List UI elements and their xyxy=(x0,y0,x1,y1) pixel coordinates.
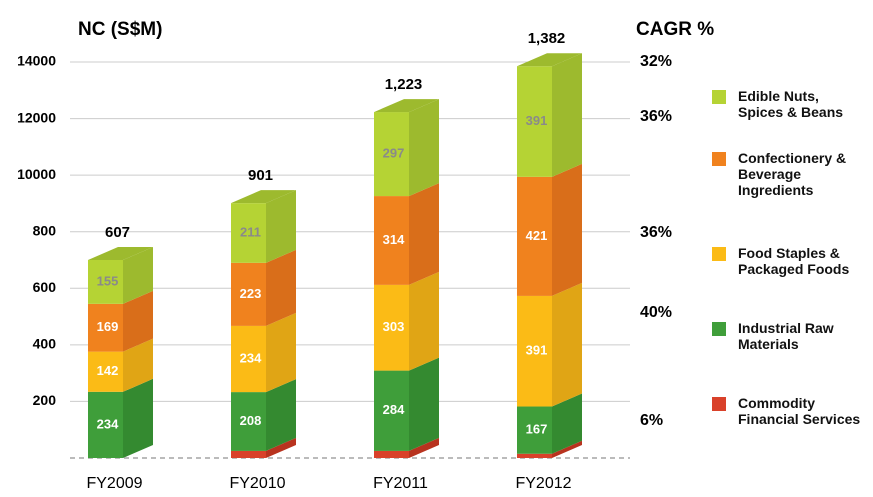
bar-segment xyxy=(374,284,409,371)
y-tick-label: 12000 xyxy=(17,109,56,125)
value-label: 167 xyxy=(526,422,548,437)
bar-segment xyxy=(374,112,409,197)
legend-swatch xyxy=(712,152,726,166)
value-label: 391 xyxy=(526,343,548,358)
y-axis-title: NC (S$M) xyxy=(78,19,162,40)
y-tick-label: 800 xyxy=(33,222,57,238)
bar-segment xyxy=(517,176,552,296)
bar-segment xyxy=(88,391,123,458)
bar-segment xyxy=(231,325,266,393)
bar-top xyxy=(231,190,296,204)
value-label: 208 xyxy=(240,413,262,428)
bar-segment xyxy=(88,303,123,352)
value-label: 155 xyxy=(97,273,119,288)
y-tick-label: 200 xyxy=(33,392,57,408)
bar-top xyxy=(374,99,439,113)
bar-segment-side xyxy=(266,190,296,263)
legend-swatch xyxy=(712,322,726,336)
bar-segment-side xyxy=(409,437,439,458)
x-tick-label: FY2012 xyxy=(515,475,571,492)
bar-segment xyxy=(374,196,409,285)
cagr-label: 36% xyxy=(640,108,672,125)
bar-segment-side xyxy=(266,437,296,458)
total-label: 1,382 xyxy=(528,30,566,47)
value-label: 211 xyxy=(240,224,261,239)
value-label: 391 xyxy=(526,113,548,128)
total-label: 607 xyxy=(105,224,130,241)
bar-segment xyxy=(517,295,552,407)
bar-top xyxy=(88,247,153,260)
bar-segment xyxy=(517,406,552,454)
bar-segment xyxy=(88,260,123,304)
bar-segment xyxy=(517,66,552,177)
bar-segment-side xyxy=(266,379,296,451)
legend-label: Edible Nuts, Spices & Beans xyxy=(738,88,844,120)
bar-segment-side xyxy=(409,271,439,371)
y-tick-label: 400 xyxy=(33,336,57,352)
bar-segment-side xyxy=(123,338,153,392)
bar-segment-side xyxy=(409,183,439,285)
value-label: 421 xyxy=(526,228,548,243)
value-label: 297 xyxy=(383,146,405,161)
bar-top xyxy=(517,53,582,67)
bar-segment xyxy=(517,453,552,458)
bar-segment-side xyxy=(552,53,582,177)
y2-axis-title: CAGR % xyxy=(636,19,714,40)
bar-segment xyxy=(88,351,123,392)
cagr-label: 32% xyxy=(640,53,672,70)
bar-segment-side xyxy=(123,290,153,352)
legend-swatch xyxy=(712,397,726,411)
bar-segment xyxy=(231,262,266,326)
legend-swatch xyxy=(712,247,726,261)
bar-segment-side xyxy=(409,99,439,197)
cagr-label: 6% xyxy=(640,412,663,429)
x-tick-label: FY2011 xyxy=(373,475,428,492)
total-label: 1,223 xyxy=(385,76,423,93)
legend-label: Industrial Raw Materials xyxy=(738,320,834,352)
cagr-label: 36% xyxy=(640,224,672,241)
bar-segment xyxy=(374,450,409,458)
legend-swatch xyxy=(712,90,726,104)
bar-segment xyxy=(231,392,266,451)
bar-segment-side xyxy=(552,393,582,454)
y-tick-label: 14000 xyxy=(17,53,56,69)
value-label: 234 xyxy=(240,350,262,365)
total-label: 901 xyxy=(248,167,273,184)
bar-segment-side xyxy=(552,163,582,296)
value-label: 284 xyxy=(383,402,405,417)
value-label: 169 xyxy=(97,319,119,334)
value-label: 303 xyxy=(383,319,405,334)
value-label: 142 xyxy=(97,363,119,378)
legend-label: Confectionery & Beverage Ingredients xyxy=(738,150,847,198)
bar-segment xyxy=(374,370,409,451)
bar-segment-side xyxy=(266,312,296,393)
value-label: 234 xyxy=(97,416,119,431)
legend-label: Commodity Financial Services xyxy=(738,395,861,427)
value-label: 223 xyxy=(240,286,262,301)
y-tick-label: 10000 xyxy=(17,166,56,182)
y-tick-label: 600 xyxy=(33,279,57,295)
bar-segment-side xyxy=(552,282,582,407)
value-label: 314 xyxy=(383,232,405,247)
bar-segment-side xyxy=(123,247,153,304)
bar-segment xyxy=(231,450,266,458)
bar-segment-side xyxy=(552,440,582,458)
bar-segment-side xyxy=(409,357,439,451)
bar-segment xyxy=(231,203,266,263)
x-tick-label: FY2010 xyxy=(229,475,285,492)
legend-label: Food Staples & Packaged Foods xyxy=(738,245,850,277)
cagr-label: 40% xyxy=(640,304,672,321)
bar-segment-side xyxy=(123,378,153,458)
x-tick-label: FY2009 xyxy=(86,475,142,492)
bar-segment-side xyxy=(266,249,296,326)
